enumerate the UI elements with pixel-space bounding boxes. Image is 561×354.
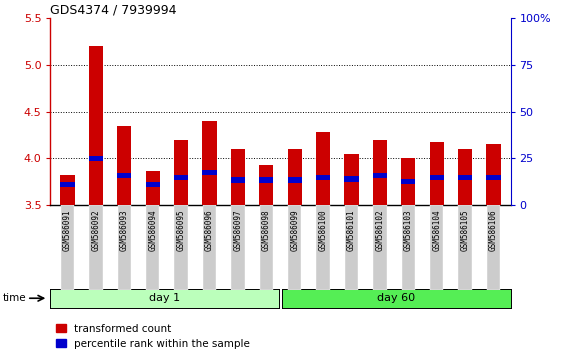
Text: GDS4374 / 7939994: GDS4374 / 7939994 xyxy=(50,4,177,17)
Bar xyxy=(401,159,415,205)
Bar xyxy=(231,149,245,205)
Bar xyxy=(61,205,74,290)
Bar xyxy=(260,205,273,290)
Text: GSM586096: GSM586096 xyxy=(205,210,214,251)
Bar xyxy=(146,182,160,187)
Bar xyxy=(288,177,302,183)
Text: day 60: day 60 xyxy=(378,293,415,303)
Bar xyxy=(174,175,188,180)
Legend: transformed count, percentile rank within the sample: transformed count, percentile rank withi… xyxy=(56,324,250,349)
Text: day 1: day 1 xyxy=(149,293,180,303)
Text: GSM586103: GSM586103 xyxy=(404,210,413,251)
Text: GSM586098: GSM586098 xyxy=(262,210,271,251)
Text: GSM586093: GSM586093 xyxy=(120,210,129,251)
Bar xyxy=(118,205,131,290)
Bar xyxy=(117,173,131,178)
Bar xyxy=(203,121,217,205)
Text: GSM586101: GSM586101 xyxy=(347,210,356,251)
Bar xyxy=(231,177,245,183)
Bar xyxy=(89,205,103,290)
Text: GSM586092: GSM586092 xyxy=(91,210,100,251)
Bar xyxy=(344,154,358,205)
Text: GSM586095: GSM586095 xyxy=(177,210,186,251)
Text: GSM586094: GSM586094 xyxy=(148,210,157,251)
Bar xyxy=(203,205,216,290)
Bar xyxy=(61,182,75,187)
Text: GSM586100: GSM586100 xyxy=(319,210,328,251)
Bar xyxy=(487,205,500,290)
Bar xyxy=(203,170,217,175)
Text: GSM586104: GSM586104 xyxy=(432,210,441,251)
Bar xyxy=(373,173,387,178)
Bar xyxy=(430,142,444,205)
Bar xyxy=(486,175,500,180)
Bar xyxy=(89,156,103,161)
Bar xyxy=(316,205,330,290)
Bar xyxy=(146,205,159,290)
Bar xyxy=(231,205,245,290)
Bar xyxy=(373,139,387,205)
Bar xyxy=(174,139,188,205)
Bar xyxy=(344,177,358,182)
Text: GSM586102: GSM586102 xyxy=(375,210,384,251)
Bar xyxy=(174,205,188,290)
Bar xyxy=(486,144,500,205)
Bar xyxy=(458,149,472,205)
Bar xyxy=(401,179,415,184)
Bar xyxy=(89,46,103,205)
Text: time: time xyxy=(3,293,26,303)
Bar xyxy=(288,149,302,205)
Text: GSM586105: GSM586105 xyxy=(461,210,470,251)
Bar xyxy=(316,175,330,180)
Bar xyxy=(458,175,472,180)
Bar xyxy=(373,205,387,290)
Text: GSM586097: GSM586097 xyxy=(233,210,242,251)
Bar xyxy=(117,126,131,205)
Text: GSM586091: GSM586091 xyxy=(63,210,72,251)
Bar xyxy=(430,205,443,290)
Bar xyxy=(259,165,273,205)
Text: GSM586099: GSM586099 xyxy=(290,210,299,251)
Bar xyxy=(288,205,301,290)
Bar xyxy=(402,205,415,290)
Bar xyxy=(146,171,160,205)
Bar xyxy=(259,177,273,183)
Bar xyxy=(458,205,472,290)
Bar xyxy=(316,132,330,205)
Text: GSM586106: GSM586106 xyxy=(489,210,498,251)
Bar xyxy=(430,175,444,180)
Bar xyxy=(61,175,75,205)
Bar xyxy=(345,205,358,290)
